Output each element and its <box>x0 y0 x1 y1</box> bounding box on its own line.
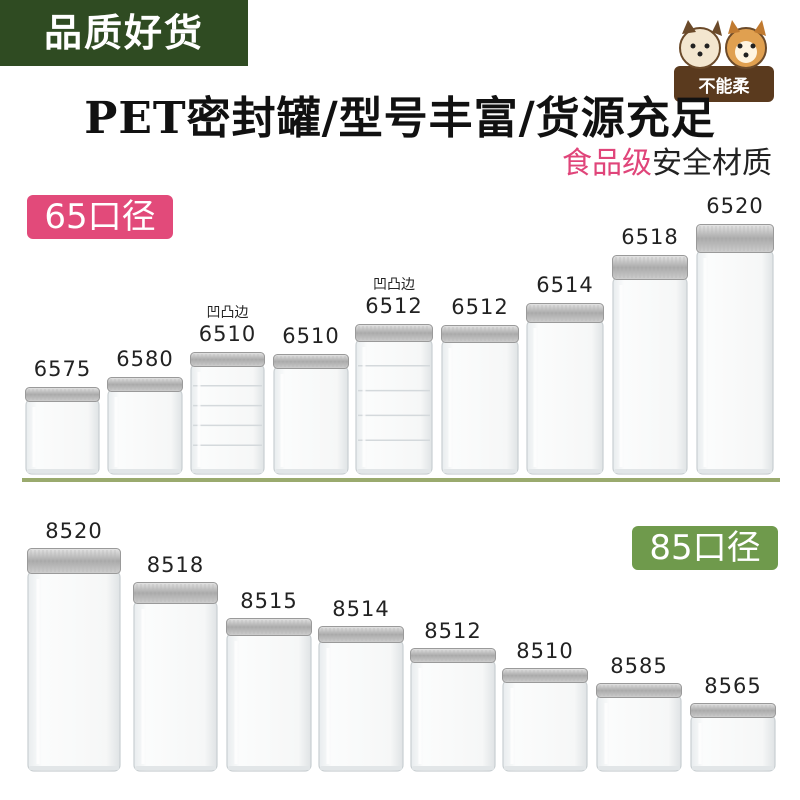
shelf-line <box>22 478 780 482</box>
jar-65-model-label: 6575 <box>33 357 92 381</box>
quality-badge: 品质好货 <box>0 0 248 66</box>
jar-65-model-label: 6510 <box>198 322 257 346</box>
jar-85-jar <box>502 668 588 776</box>
jar-85-model-label: 8514 <box>332 597 390 621</box>
jar-85-jar <box>27 548 121 776</box>
jar-65-model-label: 6512 <box>451 295 509 319</box>
safe-material-text: 安全材质 <box>652 146 772 181</box>
dog-mascot-icon: 不能柔 <box>674 20 774 102</box>
tag-85-diameter: 85口径 <box>632 526 778 570</box>
jar-65-model-label: 6510 <box>282 324 340 348</box>
jar-65-jar <box>355 324 433 479</box>
jar-65-model-label: 6580 <box>116 347 174 371</box>
jar-65-model-label: 6514 <box>536 273 594 297</box>
jar-65-jar <box>696 224 774 479</box>
jar-65-jar <box>612 255 688 479</box>
jar-65-model-label: 6512 <box>365 294 423 318</box>
jar-85-model-label: 8518 <box>146 553 205 577</box>
jar-85-model-label: 8520 <box>45 519 103 543</box>
mascot-label: 不能柔 <box>699 76 751 97</box>
jar-65-jar <box>273 354 349 479</box>
tag-65-diameter: 65口径 <box>27 195 173 239</box>
jar-85-jar <box>226 618 312 776</box>
jar-85-jar <box>133 582 218 776</box>
jar-65-jar <box>441 325 519 479</box>
jar-65-ridge-note: 凹凸边 <box>206 305 249 321</box>
jar-85-model-label: 8565 <box>704 674 762 698</box>
jar-65-jar <box>25 387 100 479</box>
jar-65-ridge-note: 凹凸边 <box>373 277 415 293</box>
jar-65-jar <box>190 352 265 479</box>
jar-65-jar <box>526 303 604 479</box>
jar-85-model-label: 8510 <box>516 639 574 663</box>
jar-85-jar <box>596 683 682 776</box>
jar-65-model-label: 6518 <box>621 225 679 249</box>
page-headline: PET密封罐/型号丰富/货源充足 <box>84 93 716 144</box>
jar-85-jar <box>318 626 404 776</box>
jar-65-model-label: 6520 <box>706 194 764 218</box>
jar-85-model-label: 8512 <box>424 619 482 643</box>
jar-85-jar <box>690 703 776 776</box>
jar-85-model-label: 8515 <box>240 589 298 613</box>
food-grade-text: 食品级 <box>562 146 652 181</box>
jar-85-jar <box>410 648 496 776</box>
material-subline: 食品级安全材质 <box>562 138 772 182</box>
jar-85-model-label: 8585 <box>610 654 668 678</box>
jar-65-jar <box>107 377 183 479</box>
